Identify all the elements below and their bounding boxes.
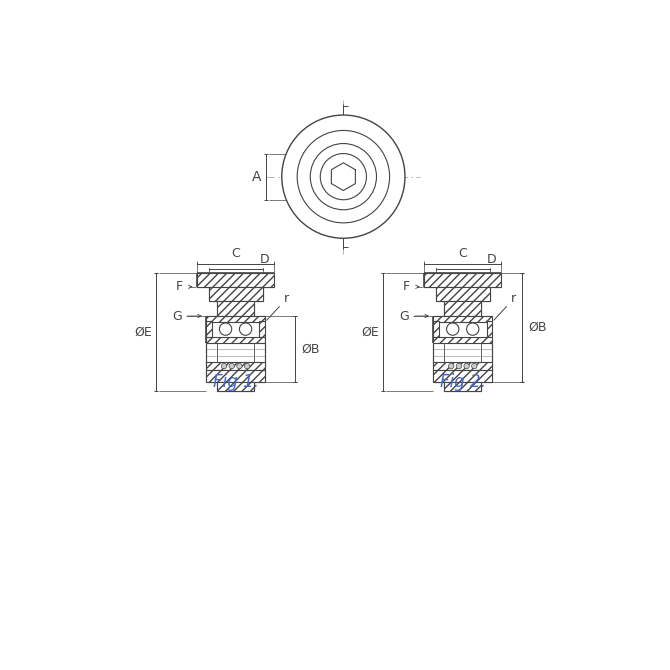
Text: r: r	[494, 292, 517, 320]
Circle shape	[282, 115, 405, 239]
Bar	[444, 301, 481, 316]
Text: ØB: ØB	[301, 342, 320, 356]
Bar	[433, 322, 439, 337]
Circle shape	[219, 323, 232, 335]
Circle shape	[245, 363, 250, 369]
Text: ØE: ØE	[135, 326, 152, 339]
Bar	[444, 383, 481, 391]
Circle shape	[472, 363, 477, 369]
Bar	[486, 322, 492, 337]
Bar	[206, 370, 265, 383]
Text: G: G	[399, 310, 409, 322]
Text: F: F	[403, 280, 410, 293]
Circle shape	[466, 323, 479, 335]
Circle shape	[310, 143, 377, 210]
Circle shape	[297, 131, 389, 223]
Circle shape	[320, 153, 366, 200]
Text: C: C	[458, 247, 467, 260]
Text: C: C	[231, 247, 240, 260]
Circle shape	[237, 363, 242, 369]
Text: ØE: ØE	[362, 326, 380, 339]
Circle shape	[464, 363, 469, 369]
Text: Fig 1.: Fig 1.	[212, 373, 259, 391]
Circle shape	[221, 363, 226, 369]
Circle shape	[229, 363, 234, 369]
Bar	[206, 337, 265, 343]
Text: G: G	[172, 310, 182, 322]
Circle shape	[446, 323, 459, 335]
Bar	[433, 362, 492, 370]
Bar	[206, 316, 265, 322]
Text: F: F	[176, 280, 183, 293]
Bar	[424, 273, 501, 287]
Bar	[206, 362, 265, 370]
Text: Fig 2.: Fig 2.	[440, 373, 486, 391]
Bar	[217, 383, 254, 391]
Circle shape	[239, 323, 252, 335]
Bar	[433, 370, 492, 383]
Text: D: D	[487, 253, 496, 266]
Text: r: r	[267, 292, 289, 320]
Circle shape	[448, 363, 454, 369]
Text: D: D	[260, 253, 269, 266]
Bar	[433, 316, 492, 322]
Bar	[436, 287, 490, 301]
Bar	[217, 301, 254, 316]
Circle shape	[456, 363, 462, 369]
Text: A: A	[251, 170, 261, 184]
Bar	[206, 322, 212, 337]
Bar	[433, 337, 492, 343]
Bar	[208, 287, 263, 301]
Text: ØB: ØB	[528, 321, 547, 334]
Bar	[259, 322, 265, 337]
Bar	[197, 273, 274, 287]
